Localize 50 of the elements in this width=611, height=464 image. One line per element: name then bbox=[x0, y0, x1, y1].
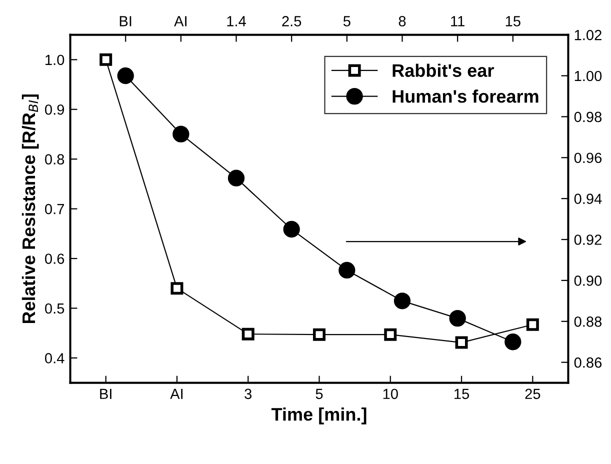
x-tick-label: AI bbox=[170, 388, 183, 399]
point bbox=[172, 126, 190, 142]
y-tick-label: 0.7 bbox=[45, 204, 64, 214]
y2-tick-label: 1.02 bbox=[574, 30, 602, 40]
x-axis-title: Time [min.] bbox=[271, 408, 366, 424]
x-tick-label: 10 bbox=[383, 388, 398, 400]
point bbox=[449, 310, 466, 327]
point bbox=[504, 334, 522, 350]
y-tick-label: 0.9 bbox=[45, 104, 64, 115]
legend-label: Rabbit's ear bbox=[392, 64, 494, 77]
y2-tick-label: 1.00 bbox=[574, 70, 602, 82]
legend-label: Human's forearm bbox=[392, 90, 538, 103]
point bbox=[283, 220, 300, 238]
x-tick-label: BI bbox=[120, 16, 132, 26]
point bbox=[384, 328, 397, 341]
point bbox=[312, 328, 326, 341]
point bbox=[338, 262, 356, 279]
x-tick-label: 5 bbox=[316, 388, 323, 400]
y2-tick-label: 0.96 bbox=[574, 152, 602, 164]
x-tick-label: 15 bbox=[454, 388, 470, 400]
y-tick-label: 0.6 bbox=[45, 254, 64, 264]
point bbox=[100, 53, 112, 66]
y2-tick-label: 0.86 bbox=[574, 357, 602, 368]
x-tick-label: 3 bbox=[244, 388, 252, 400]
point bbox=[228, 170, 245, 186]
y2-tick-label: 0.88 bbox=[574, 316, 602, 327]
x-tick-label: 15 bbox=[506, 16, 520, 26]
y-tick-label: 1.0 bbox=[46, 54, 64, 66]
y-axis-title: Relative Resistance [R/R$_{BI}$] bbox=[22, 94, 39, 324]
x-tick-label: 1.4 bbox=[227, 16, 246, 26]
x-tick-label: 11 bbox=[451, 16, 464, 26]
x-tick-label: 25 bbox=[525, 388, 540, 400]
point bbox=[117, 67, 134, 84]
y2-tick-label: 0.92 bbox=[574, 234, 602, 245]
y-tick-label: 0.4 bbox=[45, 353, 64, 364]
x-tick-label: 5 bbox=[343, 16, 350, 26]
x-tick-label: 2.5 bbox=[282, 16, 302, 26]
x-tick-label: 8 bbox=[398, 16, 406, 26]
point bbox=[170, 282, 184, 295]
y2-tick-label: 0.90 bbox=[574, 276, 602, 286]
point bbox=[526, 318, 539, 331]
x-tick-label: AI bbox=[174, 16, 186, 26]
y2-tick-label: 0.98 bbox=[574, 112, 602, 122]
y-tick-label: 0.5 bbox=[45, 303, 64, 314]
point bbox=[242, 328, 254, 340]
y2-tick-label: 0.94 bbox=[574, 194, 602, 204]
point bbox=[394, 292, 411, 310]
point bbox=[455, 336, 468, 349]
y-tick-label: 0.8 bbox=[45, 154, 64, 165]
x-tick-label: BI bbox=[100, 388, 112, 399]
